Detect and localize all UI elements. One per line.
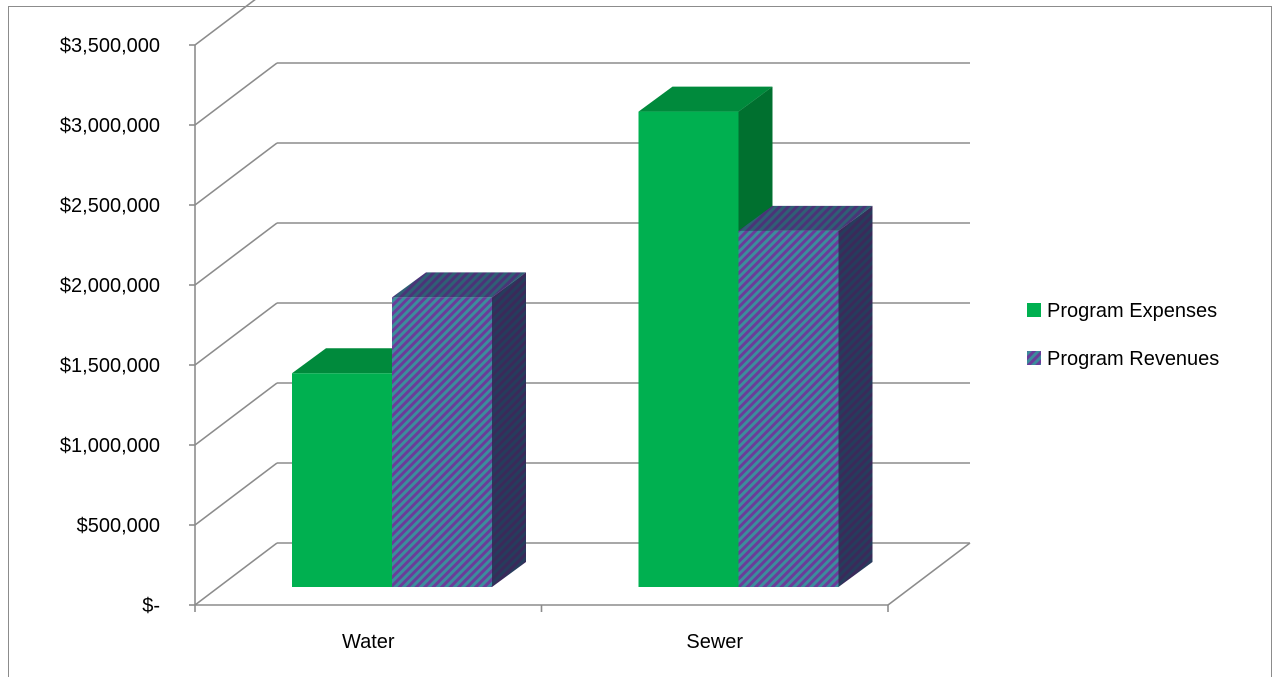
y-tick-label: $1,000,000: [60, 435, 160, 457]
y-tick-label: $3,000,000: [60, 115, 160, 137]
bar-program-revenues-water: [392, 272, 526, 587]
gridline-side-2: [194, 382, 278, 446]
gridline-side-4: [194, 222, 278, 286]
bar-top-face: [638, 86, 773, 112]
y-tick-label: $1,500,000: [60, 355, 160, 377]
bar-front-face: [392, 297, 492, 587]
legend-swatch-expenses: [1027, 303, 1041, 317]
legend-label: Program Expenses: [1047, 300, 1217, 322]
y-axis-ticks: $- $500,000 $1,000,000 $1,500,000 $2,000,000…: [60, 35, 195, 617]
y-tick-label: $-: [142, 595, 160, 617]
bar-program-revenues-sewer: [738, 205, 873, 588]
legend-label: Program Revenues: [1047, 348, 1219, 370]
gridline-side-1: [194, 462, 278, 526]
gridline-side-5: [194, 142, 278, 206]
legend-swatch-revenues: [1027, 351, 1041, 365]
gridline-side-3: [194, 302, 278, 366]
legend: Program Expenses Program Revenues: [1027, 300, 1219, 370]
floor-right-edge: [887, 542, 971, 606]
bar-front-face: [738, 230, 839, 588]
x-tick-label: Sewer: [686, 631, 743, 653]
bar-front-face: [638, 111, 739, 588]
bars: [292, 86, 873, 588]
bar-side-face: [492, 272, 526, 587]
y-tick-label: $500,000: [77, 515, 160, 537]
gridline-side-6: [194, 62, 278, 126]
bar-top-face: [738, 205, 873, 231]
bar-top-face: [392, 272, 526, 298]
x-axis-ticks: Water Sewer: [194, 605, 889, 653]
gridline-side-0: [194, 542, 278, 606]
gridline-side-7: [194, 0, 256, 46]
y-tick-label: $3,500,000: [60, 35, 160, 57]
x-tick-label: Water: [342, 631, 395, 653]
bar-front-face: [292, 373, 392, 587]
y-tick-label: $2,000,000: [60, 275, 160, 297]
y-tick-label: $2,500,000: [60, 195, 160, 217]
bar-side-face: [838, 205, 873, 588]
